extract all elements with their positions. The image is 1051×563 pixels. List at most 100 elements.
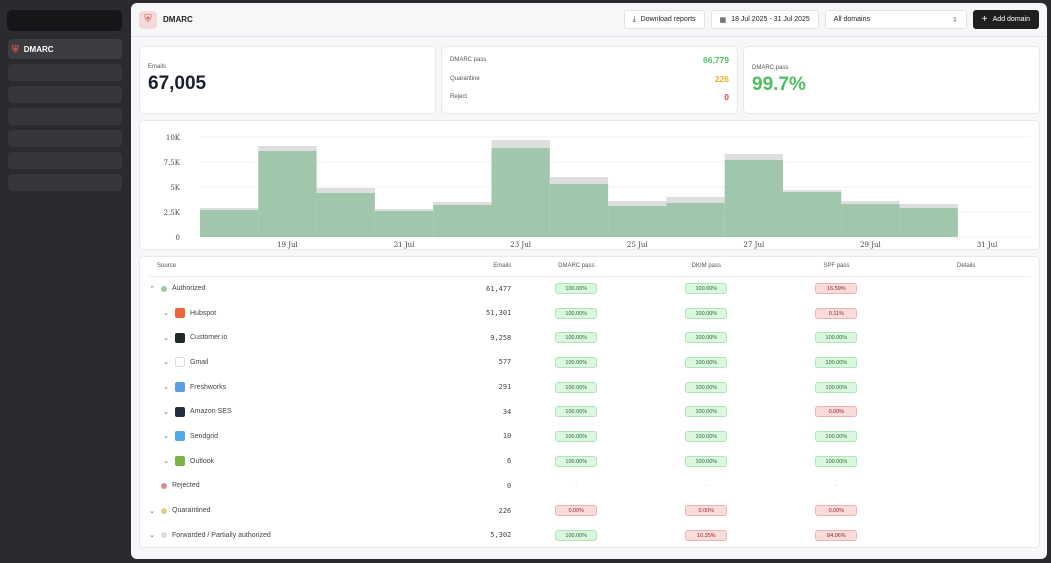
chevron-updown-icon: ⇕ (951, 16, 958, 24)
table-row[interactable]: ⌄ Hubspot 51,301 100.00% 100.00% 0.11% (148, 301, 1031, 326)
breakdown-label: Reject (450, 94, 468, 101)
bar-pass[interactable] (899, 208, 958, 237)
bar-pass[interactable] (491, 148, 550, 237)
emails-card: Emails 67,005 (139, 46, 436, 114)
details-cell[interactable] (901, 498, 1031, 523)
table-row[interactable]: ⌄ Customer.io 9,258 100.00% 100.00% 100.00% (148, 325, 1031, 350)
table-row[interactable]: ⌃ Authorized 61,477 100.00% 100.00% 16.59% (148, 276, 1031, 301)
details-cell[interactable] (901, 424, 1031, 449)
details-cell[interactable] (901, 523, 1031, 548)
date-range-picker[interactable]: ▦ 18 Jul 2025 - 31 Jul 2025 (710, 10, 819, 29)
bar-other[interactable] (899, 204, 958, 208)
plus-icon: + (981, 14, 988, 25)
source-name: Gmail (190, 358, 209, 366)
bar-other[interactable] (783, 190, 842, 192)
bar-other[interactable] (200, 208, 259, 210)
spf-pass-badge: 16.59% (815, 283, 858, 295)
spf-pass-badge: 100.00% (815, 356, 858, 368)
bar-other[interactable] (724, 154, 783, 160)
x-tick-label: 19 Jul (277, 241, 298, 249)
domain-select[interactable]: All domains ⇕ (824, 10, 967, 29)
download-reports-button[interactable]: ⤓ Download reports (623, 10, 705, 29)
bar-pass[interactable] (316, 193, 375, 237)
bar-other[interactable] (491, 140, 550, 148)
emails-count: 6 (507, 457, 512, 466)
bar-other[interactable] (374, 209, 434, 211)
table-row[interactable]: ⌄ Gmail 577 100.00% 100.00% 100.00% (148, 350, 1031, 375)
column-header: Details (901, 257, 1031, 277)
table-row[interactable]: ⌄ Outlook 6 100.00% 100.00% 100.00% (148, 449, 1031, 474)
sidebar-item-dmarc[interactable]: ⛨ DMARC (8, 39, 122, 59)
bar-pass[interactable] (433, 205, 492, 237)
emails-count: 5,302 (490, 531, 512, 540)
bar-pass[interactable] (724, 160, 783, 237)
dmarc-pass-badge: 100.00% (555, 381, 598, 393)
bar-pass[interactable] (258, 151, 317, 237)
chevron-down-icon[interactable]: ⌄ (163, 310, 169, 318)
bar-other[interactable] (841, 201, 900, 204)
emails-count: 0 (507, 481, 512, 490)
dkim-pass-badge: 100.00% (685, 406, 728, 418)
bar-other[interactable] (549, 177, 609, 184)
bar-other[interactable] (666, 197, 725, 203)
chevron-up-icon[interactable]: ⌃ (149, 285, 155, 293)
sidebar: ⛨ DMARC (0, 0, 131, 563)
chevron-down-icon[interactable]: ⌄ (149, 507, 155, 515)
chevron-down-icon[interactable]: ⌄ (163, 384, 169, 392)
bar-other[interactable] (316, 188, 375, 193)
bar-pass[interactable] (666, 203, 725, 237)
details-cell[interactable] (901, 474, 1031, 499)
add-domain-button[interactable]: + Add domain (972, 10, 1039, 29)
table-row[interactable]: ⌄ Sendgrid 10 100.00% 100.00% 100.00% (148, 424, 1031, 449)
emails-count: 34 (502, 407, 512, 416)
table-row[interactable]: ⌄ Amazon SES 34 100.00% 100.00% 0.00% (148, 399, 1031, 424)
provider-logo-icon (175, 406, 185, 417)
table-row[interactable]: ⌄ Forwarded / Partially authorized 5,302 10… (148, 523, 1031, 548)
details-cell[interactable] (901, 449, 1031, 474)
details-cell[interactable] (901, 301, 1031, 326)
table-row[interactable]: Rejected 0 - - - (148, 474, 1031, 499)
sidebar-item-placeholder[interactable] (8, 108, 122, 125)
table-row[interactable]: ⌄ Quarantined 226 0.00% 0.00% 0.00% (148, 498, 1031, 523)
source-name: Outlook (190, 457, 215, 465)
sidebar-item-placeholder[interactable] (8, 86, 122, 103)
source-name: Freshworks (190, 383, 227, 391)
chevron-down-icon[interactable]: ⌄ (163, 433, 169, 441)
bar-other[interactable] (258, 146, 317, 151)
bar-pass[interactable] (608, 206, 667, 237)
chevron-down-icon[interactable]: ⌄ (163, 334, 169, 342)
bar-pass[interactable] (374, 211, 434, 237)
breakdown-row: DMARC pass 66,779 (450, 51, 729, 70)
details-cell[interactable] (901, 350, 1031, 375)
bar-pass[interactable] (841, 204, 900, 237)
workspace-switcher[interactable] (7, 10, 122, 31)
breakdown-row: Quarantine 226 (450, 70, 729, 89)
details-cell[interactable] (901, 375, 1031, 400)
sidebar-item-placeholder[interactable] (8, 64, 122, 81)
breakdown-value: 226 (714, 73, 729, 84)
bar-pass[interactable] (549, 184, 609, 237)
chevron-down-icon[interactable]: ⌄ (163, 458, 169, 466)
dmarc-pass-badge: 0.00% (555, 505, 598, 517)
download-icon: ⤓ (632, 15, 636, 23)
bar-other[interactable] (608, 201, 667, 206)
breakdown-row: Reject 0 (450, 88, 729, 107)
dkim-pass-badge: 0.00% (685, 505, 728, 517)
details-cell[interactable] (901, 325, 1031, 350)
bar-pass[interactable] (783, 192, 842, 237)
details-cell[interactable] (901, 276, 1031, 301)
sidebar-item-placeholder[interactable] (8, 152, 122, 169)
emails-count: 226 (498, 506, 512, 515)
sidebar-item-placeholder[interactable] (8, 174, 122, 191)
chevron-down-icon[interactable]: ⌄ (149, 532, 155, 540)
emails-count: 577 (498, 358, 512, 367)
y-tick-label: 10K (166, 134, 181, 142)
table-row[interactable]: ⌄ Freshworks 291 100.00% 100.00% 100.00% (148, 375, 1031, 400)
chevron-down-icon[interactable]: ⌄ (163, 408, 169, 416)
sidebar-item-placeholder[interactable] (8, 130, 122, 147)
bar-other[interactable] (433, 202, 492, 205)
chevron-down-icon[interactable]: ⌄ (163, 359, 169, 367)
x-tick-label: 25 Jul (627, 241, 648, 249)
details-cell[interactable] (901, 399, 1031, 424)
bar-pass[interactable] (200, 210, 259, 237)
